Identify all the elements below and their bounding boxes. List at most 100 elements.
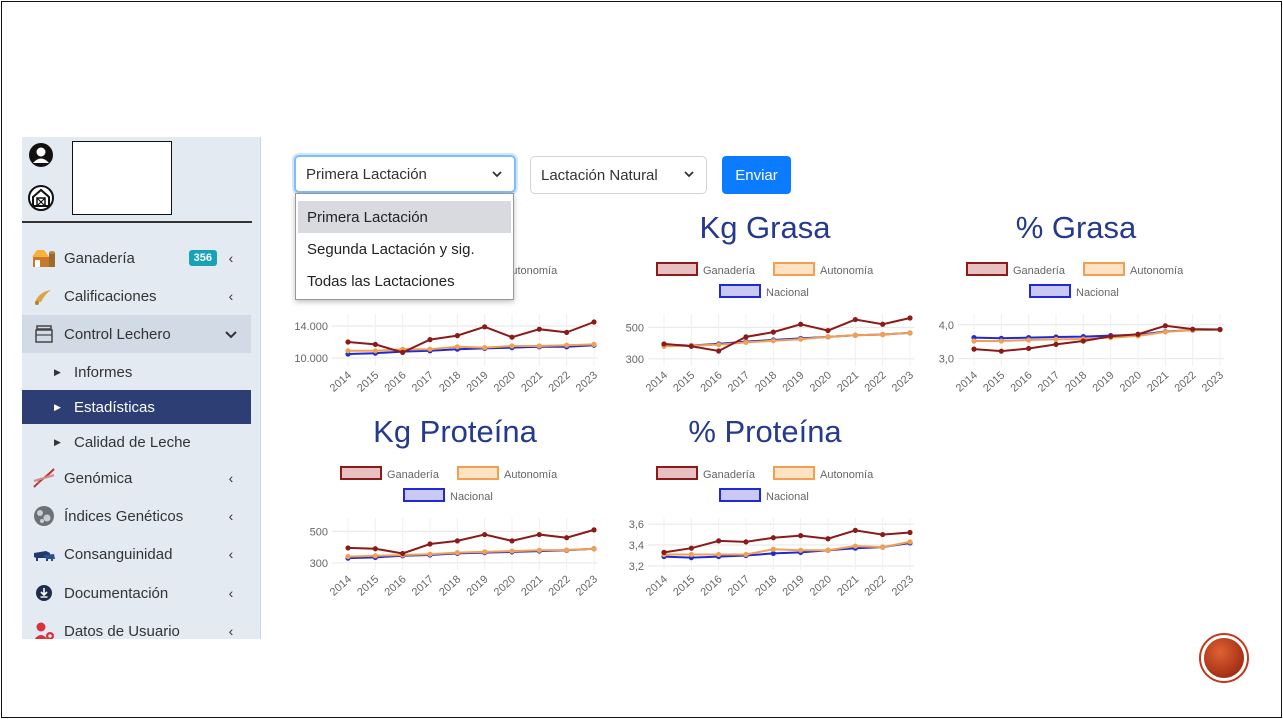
x-tick-label: 2014 [328,369,354,394]
x-tick-label: 2020 [808,573,834,598]
legend-label: Nacional [766,491,809,503]
data-point-ganaderia [482,531,488,538]
sidebar-item-indices-geneticos[interactable]: Índices Genéticos ‹ [22,497,251,535]
data-point-ganaderia [798,321,804,327]
x-tick-label: 2022 [862,369,888,394]
series-line-nacional [347,344,595,355]
series-line-ganaderia [347,321,595,354]
data-point-ganaderia [591,527,597,533]
data-point-ganaderia [798,533,804,539]
x-tick-label: 2017 [410,369,436,394]
sidebar-divider [22,221,252,223]
data-point-ganaderia [400,550,406,557]
data-point-autonomia [998,338,1004,344]
x-tick-label: 2023 [574,573,600,598]
data-point-ganaderia [743,334,749,340]
sidebar-item-consanguinidad[interactable]: Consanguinidad ‹ [22,535,251,573]
data-point-autonomia [716,551,722,558]
sidebar-item-label: Calificaciones [64,287,157,305]
y-tick-label: 300 [626,354,644,366]
dropdown-option-segunda[interactable]: Segunda Lactación y sig. [307,240,475,258]
data-point-ganaderia [454,538,460,544]
chevron-left-icon: ‹ [228,470,234,486]
lactation-select[interactable]: Primera Lactación [294,155,516,193]
chevron-left-icon: ‹ [228,508,234,524]
x-tick-label: 2020 [1118,369,1144,394]
sidebar-subitem-calidad-de-leche[interactable]: ▶ Calidad de Leche [22,425,251,459]
data-point-autonomia [852,332,858,338]
dropdown-option-todas[interactable]: Todas las Lactaciones [307,272,455,290]
submit-button[interactable]: Enviar [722,156,791,194]
data-point-autonomia [427,346,433,352]
y-tick-label: 10.000 [294,353,328,365]
series-line-autonomia [348,343,595,352]
sidebar-subitem-informes[interactable]: ▶ Informes [22,355,251,389]
lactation-type-select[interactable]: Lactación Natural [530,156,707,194]
x-tick-label: 2020 [492,573,518,598]
x-tick-label: 2020 [492,369,518,394]
data-point-autonomia [688,551,694,558]
series-line-autonomia [663,331,911,348]
data-point-ganaderia [564,535,570,541]
sidebar-item-label: Ganadería [64,249,135,267]
data-point-autonomia [852,543,858,549]
series-line-nacional [663,541,911,559]
data-point-autonomia [564,342,570,348]
dna-icon [30,467,58,489]
x-tick-label: 2021 [1145,369,1171,394]
data-point-ganaderia [770,535,776,541]
chevron-left-icon: ‹ [228,623,234,639]
farm-icon[interactable] [28,185,54,211]
user-avatar-icon[interactable] [28,142,54,168]
horn-icon [30,285,58,307]
data-point-autonomia [372,348,378,354]
x-tick-label: 2022 [862,573,888,598]
sidebar-subitem-estadisticas[interactable]: ▶ Estadísticas [22,390,251,424]
data-point-autonomia [716,342,722,348]
x-tick-label: 2018 [437,573,463,598]
data-point-autonomia [880,331,886,338]
data-point-autonomia [1053,336,1059,342]
y-tick-label: 300 [310,558,328,570]
series-line-autonomia [347,547,595,558]
data-point-autonomia [591,341,597,347]
sidebar-item-calificaciones[interactable]: Calificaciones ‹ [22,277,251,315]
x-tick-label: 2015 [981,369,1007,394]
legend-label: Autonomía [820,265,874,277]
x-tick-label: 2019 [1090,369,1116,394]
farm-barn-icon [30,247,58,269]
sidebar-subitem-label: Calidad de Leche [74,433,191,451]
data-point-autonomia [798,336,804,342]
data-point-ganaderia [1053,341,1059,347]
data-point-ganaderia [907,315,913,321]
sidebar-item-label: Control Lechero [64,325,171,343]
series-line-ganaderia [347,528,595,555]
sidebar-item-label: Índices Genéticos [64,507,184,525]
sidebar-item-control-lechero[interactable]: Control Lechero [22,315,251,353]
caret-right-icon: ▶ [54,436,61,447]
data-point-ganaderia [591,319,597,325]
series-line-autonomia [664,540,911,556]
y-tick-label: 3,0 [939,354,954,366]
lactation-dropdown-menu: Primera Lactación Segunda Lactación y si… [295,193,514,300]
data-point-autonomia [509,548,515,554]
x-tick-label: 2018 [753,573,779,598]
dropdown-option-primera[interactable]: Primera Lactación [298,201,511,233]
data-point-autonomia [591,546,597,552]
sidebar-item-datos-de-usuario[interactable]: Datos de Usuario ‹ [22,612,251,639]
data-point-autonomia [743,551,749,558]
sidebar-item-genomica[interactable]: Genómica ‹ [22,459,251,497]
data-point-ganaderia [536,326,542,332]
data-point-ganaderia [661,341,667,347]
lactation-select-value: Primera Lactación [306,165,427,183]
data-point-ganaderia [1108,333,1114,339]
x-tick-label: 2021 [835,573,861,598]
x-tick-label: 2019 [780,573,806,598]
sidebar-item-ganaderia[interactable]: Ganadería 356 ‹ [22,239,251,277]
data-point-ganaderia [1135,331,1141,337]
data-point-ganaderia [825,536,831,542]
chart-title: Kg Proteína [373,414,537,449]
x-tick-label: 2022 [1172,369,1198,394]
caret-right-icon: ▶ [54,401,61,412]
sidebar-item-documentacion[interactable]: Documentación ‹ [22,574,251,612]
